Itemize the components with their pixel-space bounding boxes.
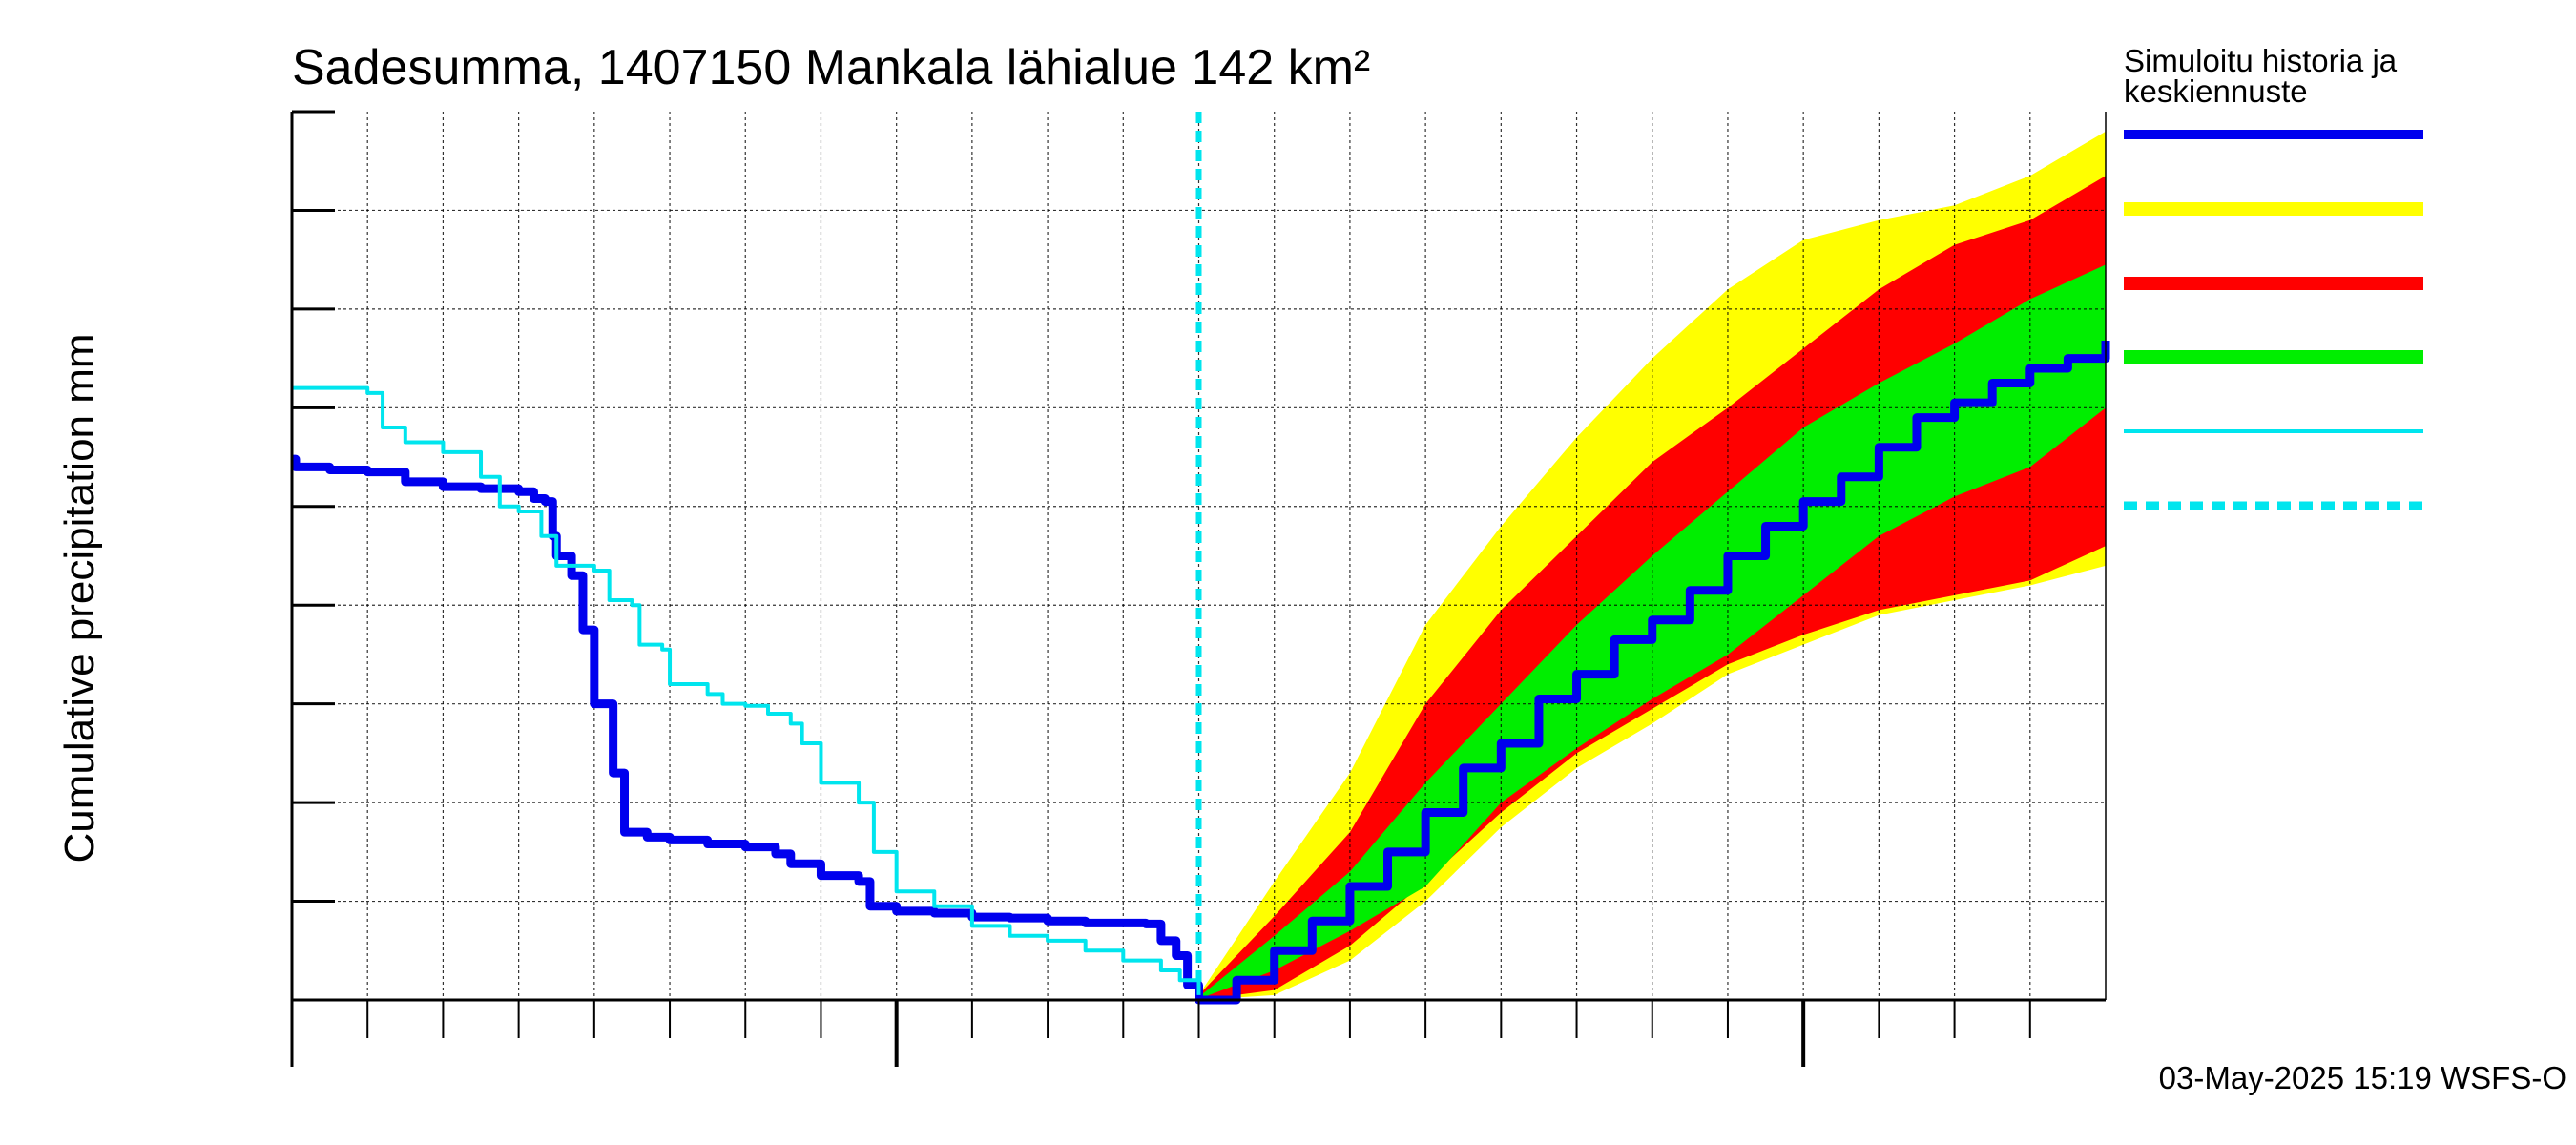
chart-title: Sadesumma, 1407150 Mankala lähialue 142 … <box>292 40 1370 95</box>
series-lines <box>291 340 2110 1005</box>
legend-label-line: Simuloitu historia ja <box>2124 43 2398 78</box>
axis-ticks <box>292 110 2031 1067</box>
legend-label-line: keskiennuste <box>2124 73 2308 109</box>
timestamp-footer: 03-May-2025 15:19 WSFS-O <box>2159 1060 2566 1095</box>
legend-label: Simuloitu historia ja keskiennuste <box>2124 43 2398 109</box>
legend: Simuloitu historia ja keskiennuste <box>2124 43 2423 510</box>
series-line-1 <box>292 385 1201 995</box>
y-axis-label: Cumulative precipitation mm <box>56 333 103 863</box>
